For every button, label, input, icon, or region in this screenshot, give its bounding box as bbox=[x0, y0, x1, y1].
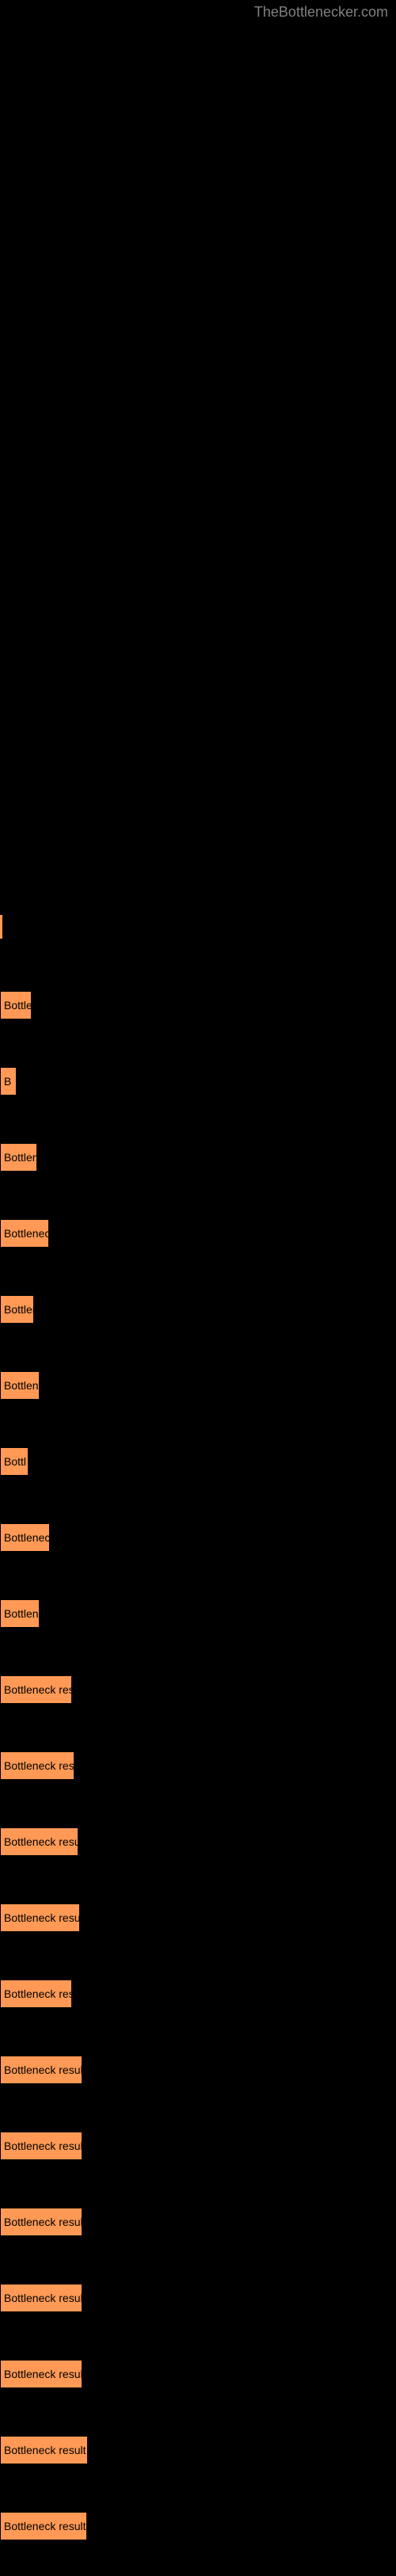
bar-row: Bottl bbox=[0, 1435, 396, 1497]
bar-label: Bottleneck res bbox=[4, 1987, 72, 2000]
bar: Bottle bbox=[0, 991, 32, 1019]
bar-row: Bottleneck result bbox=[0, 2120, 396, 2182]
bar-chart: Bottle B Bottlen Bottleneck Bottlen Bottlene B… bbox=[0, 903, 396, 2576]
bar: Bottleneck result bbox=[0, 2436, 88, 2464]
bar-label: Bottlen bbox=[4, 1151, 37, 1164]
bar-label: Bottleneck result bbox=[4, 1911, 80, 1924]
bar-label: Bottleneck bbox=[4, 1227, 49, 1240]
bar: Bottleneck result bbox=[0, 2132, 82, 2160]
bar-row: Bottleneck result bbox=[0, 1816, 396, 1877]
bar: Bottlene bbox=[0, 1599, 40, 1628]
bar-label: Bottleneck result bbox=[4, 2520, 86, 2532]
bar-label: Bottleneck resul bbox=[4, 1759, 74, 1772]
bar: Bottleneck res bbox=[0, 1980, 72, 2008]
bar: Bottlen bbox=[0, 1143, 37, 1172]
bar: Bottleneck result bbox=[0, 2360, 82, 2388]
bar-label: Bottlen bbox=[4, 1303, 34, 1316]
bar: B bbox=[0, 1067, 17, 1096]
bar-label: Bottl bbox=[4, 1455, 26, 1468]
bar: Bottleneck result bbox=[0, 2284, 82, 2312]
watermark-text: TheBottlenecker.com bbox=[254, 4, 388, 21]
bar-label: Bottle bbox=[4, 999, 32, 1012]
bar-label: Bottleneck result bbox=[4, 2368, 82, 2380]
bar-row: Bottleneck bbox=[0, 1207, 396, 1269]
bar: Bottleneck result bbox=[0, 1903, 80, 1932]
bar-row: B bbox=[0, 1055, 396, 1117]
bar-row: Bottleneck resul bbox=[0, 1740, 396, 1801]
bar: Bottlen bbox=[0, 1295, 34, 1324]
bar-row bbox=[0, 903, 396, 965]
bar-label: Bottleneck result bbox=[4, 2444, 86, 2456]
bar: Bottleneck result bbox=[0, 2056, 82, 2084]
bar-row: Bottleneck bbox=[0, 1511, 396, 1573]
bar-label: Bottleneck result bbox=[4, 2216, 82, 2228]
bar-label: Bottleneck bbox=[4, 1531, 50, 1544]
bar-row: Bottlene bbox=[0, 1359, 396, 1421]
bar-row: Bottleneck result bbox=[0, 2044, 396, 2105]
bar-row: Bottleneck result bbox=[0, 2500, 396, 2562]
bar-row: Bottlen bbox=[0, 1283, 396, 1345]
bar-label: Bottleneck resu bbox=[4, 1683, 72, 1696]
bar: Bottleneck resu bbox=[0, 1675, 72, 1704]
bar-label: Bottleneck result bbox=[4, 2292, 82, 2304]
bar-label: Bottleneck result bbox=[4, 2140, 82, 2152]
bar-row: Bottleneck result bbox=[0, 2196, 396, 2258]
bar: Bottleneck result bbox=[0, 2512, 87, 2540]
bar-label: Bottleneck result bbox=[4, 1835, 78, 1848]
bar: Bottleneck result bbox=[0, 1827, 78, 1856]
bar-row: Bottleneck res bbox=[0, 1968, 396, 2029]
bar-label: B bbox=[4, 1075, 11, 1088]
bar-row: Bottleneck result bbox=[0, 1892, 396, 1953]
bar: Bottleneck resul bbox=[0, 1751, 74, 1780]
bar: Bottleneck bbox=[0, 1523, 50, 1552]
bar: Bottleneck result bbox=[0, 2208, 82, 2236]
bar: Bottlene bbox=[0, 1371, 40, 1400]
bar: Bottleneck bbox=[0, 1219, 49, 1248]
bar-row: Bottleneck resu bbox=[0, 1663, 396, 1725]
bar-row: Bottlen bbox=[0, 1131, 396, 1193]
bar-row: Bottleneck result bbox=[0, 2272, 396, 2334]
bar-tiny bbox=[0, 915, 2, 939]
bar-row: Bottleneck result bbox=[0, 2424, 396, 2486]
bar-row: Bottlene bbox=[0, 1587, 396, 1649]
bar-row: Bottleneck result bbox=[0, 2348, 396, 2410]
bar-row: Bottle bbox=[0, 979, 396, 1041]
bar: Bottl bbox=[0, 1447, 29, 1476]
bar-label: Bottlene bbox=[4, 1607, 40, 1620]
bar-label: Bottleneck result bbox=[4, 2063, 82, 2076]
bar-label: Bottlene bbox=[4, 1379, 40, 1392]
